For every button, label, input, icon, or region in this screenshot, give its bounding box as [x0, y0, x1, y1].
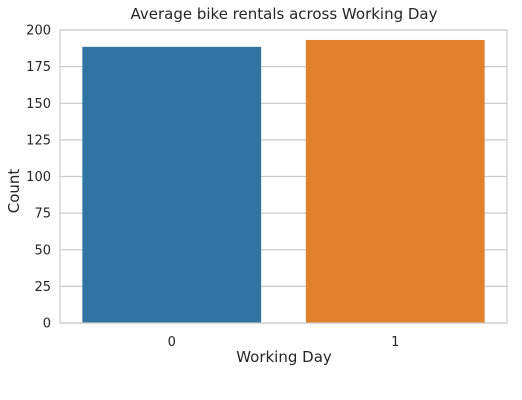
y-tick-label: 175 — [26, 60, 51, 75]
bars — [82, 39, 485, 323]
y-tick-label: 25 — [34, 280, 51, 295]
y-tick-label: 75 — [34, 207, 51, 222]
y-tick-label: 150 — [26, 97, 51, 112]
x-axis-title: Working Day — [236, 348, 332, 366]
y-tick-label: 100 — [26, 170, 51, 185]
plot-frame — [59, 29, 508, 324]
bar-0 — [82, 46, 262, 323]
y-axis-title: Count — [5, 169, 23, 214]
x-tick-label: 0 — [168, 335, 176, 350]
y-tick-labels: 0 25 50 75 100 125 150 175 200 — [26, 24, 51, 332]
y-tick-label: 0 — [43, 317, 51, 332]
y-tick-label: 50 — [34, 243, 51, 258]
y-tick-label: 200 — [26, 24, 51, 39]
bar-1 — [305, 39, 485, 323]
x-tick-label: 1 — [391, 335, 399, 350]
chart-title: Average bike rentals across Working Day — [130, 5, 437, 23]
y-tick-label: 125 — [26, 133, 51, 148]
